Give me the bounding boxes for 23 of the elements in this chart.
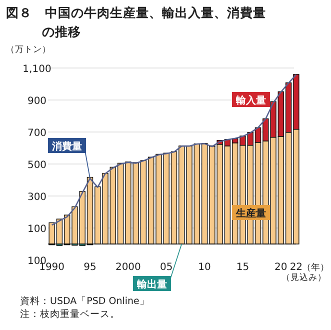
series-label: 輸入量 bbox=[235, 94, 266, 106]
y-tick-label: 300 bbox=[27, 192, 47, 203]
text: 輸出量 bbox=[137, 280, 167, 290]
y-tick-label: 500 bbox=[27, 160, 47, 171]
x-tick-label: 05 bbox=[160, 262, 173, 273]
y-tick-label: 700 bbox=[27, 128, 47, 139]
y-axis-title: （万トン） bbox=[6, 45, 51, 55]
x-tick-label: 20 bbox=[274, 262, 288, 273]
x-tick-label: 95 bbox=[84, 262, 96, 273]
y-tick-label: 1,100 bbox=[22, 64, 52, 75]
y-tick-label: 900 bbox=[27, 96, 47, 107]
x-tick-label: 22 bbox=[290, 262, 303, 273]
x-tick-label: 10 bbox=[198, 262, 211, 273]
chart-title: 図８ 中国の牛肉生産量、輸出入量、消費量の推移 bbox=[6, 5, 266, 39]
x-tick-label: 1990 bbox=[39, 262, 65, 273]
x-axis-title: （年） bbox=[302, 262, 330, 273]
x-tick-label: 15 bbox=[236, 262, 250, 273]
series-label: 生産量 bbox=[235, 208, 266, 220]
text: 資料：USDA「PSD Online」 bbox=[20, 295, 150, 307]
text: 注：枝肉重量ベース。 bbox=[20, 308, 120, 320]
x-tick-label: 2000 bbox=[115, 262, 141, 273]
y-tick-label: 100 bbox=[27, 224, 47, 235]
text: （見込み） bbox=[282, 272, 327, 283]
